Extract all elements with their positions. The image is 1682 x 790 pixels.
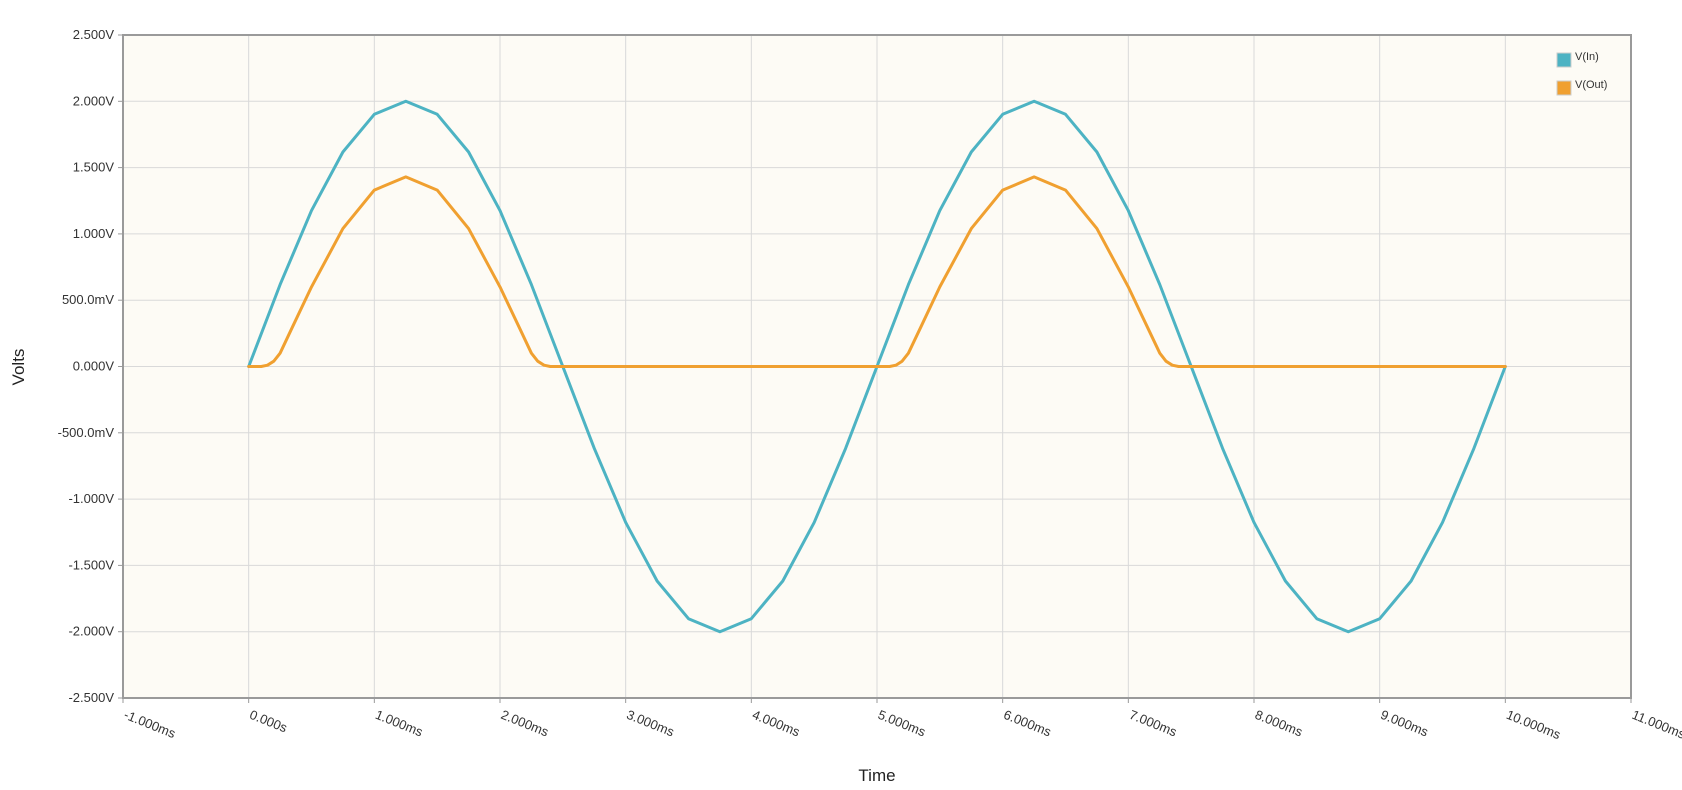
legend-item[interactable]: V(Out): [1556, 79, 1607, 96]
y-tick-label: -500.0mV: [58, 425, 115, 440]
y-tick-label: 500.0mV: [62, 292, 114, 307]
y-tick-label: -2.000V: [68, 624, 114, 639]
y-tick-label: 2.500V: [73, 27, 115, 42]
x-tick-label: 7.000ms: [1127, 707, 1179, 740]
legend[interactable]: V(In) V(Out): [1556, 51, 1607, 96]
y-tick-label: 2.000V: [73, 93, 115, 108]
x-tick-label: 0.000s: [248, 707, 290, 736]
x-axis-title: Time: [858, 766, 895, 785]
series-line-v-out: [247, 175, 1507, 368]
legend-label: V(Out): [1575, 79, 1607, 91]
y-tick-label: 0.000V: [73, 359, 115, 374]
y-tick-label: -2.500V: [68, 690, 114, 705]
x-tick-label: 10.000ms: [1504, 707, 1563, 742]
x-tick-label: 9.000ms: [1379, 707, 1431, 740]
y-axis-title: Volts: [9, 349, 28, 386]
x-tick-label: 1.000ms: [373, 707, 425, 740]
x-tick-label: 8.000ms: [1253, 707, 1305, 740]
y-tick-label: 1.500V: [73, 160, 115, 175]
x-tick-label: 6.000ms: [1002, 707, 1054, 740]
x-tick-label: 5.000ms: [876, 707, 928, 740]
legend-label: V(In): [1575, 51, 1599, 63]
x-tick-label: -1.000ms: [122, 707, 178, 741]
legend-swatch: [1556, 52, 1572, 68]
y-tick-label: -1.000V: [68, 491, 114, 506]
x-tick-label: 2.000ms: [499, 707, 551, 740]
y-tick-label: -1.500V: [68, 557, 114, 572]
x-tick-labels: -1.000ms 0.000s 1.000ms 2.000ms 3.000ms 4.000…: [122, 707, 1682, 742]
legend-swatch: [1556, 80, 1572, 96]
y-tick-labels: 2.500V 2.000V 1.500V 1.000V 500.0mV 0.000V -50…: [58, 27, 115, 705]
x-tick-label: 11.000ms: [1630, 707, 1682, 742]
axes: [118, 34, 1632, 703]
x-tick-label: 4.000ms: [750, 707, 802, 740]
x-tick-label: 3.000ms: [625, 707, 677, 740]
series-lines: [247, 99, 1507, 634]
y-tick-label: 1.000V: [73, 226, 115, 241]
legend-item[interactable]: V(In): [1556, 51, 1599, 68]
